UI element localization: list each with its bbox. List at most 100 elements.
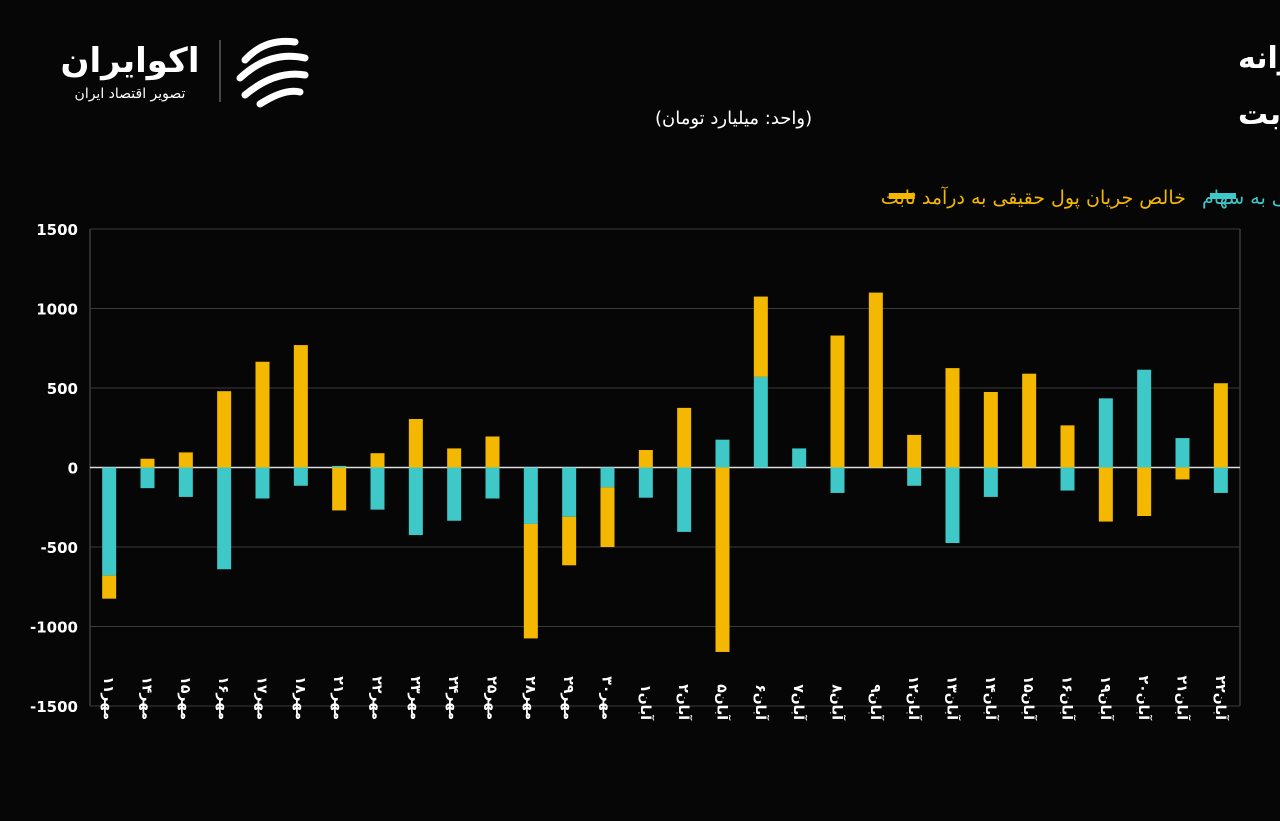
x-tick-label: مهر۲۹ xyxy=(560,676,576,720)
bar xyxy=(1213,383,1228,468)
bar xyxy=(293,467,308,486)
x-tick-label: آبان۹ xyxy=(867,684,885,721)
x-tick-label: آبان۲۲ xyxy=(1212,676,1230,722)
bar xyxy=(217,467,232,570)
x-tick-label: آبان۲۱ xyxy=(1174,676,1192,722)
x-tick-label: آبان۲۰ xyxy=(1135,676,1153,722)
bar xyxy=(600,487,615,547)
bar xyxy=(255,361,270,468)
bar xyxy=(332,467,347,511)
x-tick-label: آبان۱۵ xyxy=(1020,676,1038,722)
bar xyxy=(907,434,922,468)
bar xyxy=(638,450,653,468)
bar xyxy=(1137,369,1152,468)
bar xyxy=(523,467,538,524)
bar xyxy=(1060,425,1075,468)
y-tick-label: -500 xyxy=(40,539,78,557)
y-tick-label: 500 xyxy=(47,380,78,398)
bar xyxy=(1098,398,1113,468)
bar xyxy=(945,467,960,544)
bar xyxy=(830,335,845,468)
bar xyxy=(140,458,155,468)
legend-swatch xyxy=(1210,193,1236,199)
bar xyxy=(1175,438,1190,468)
bar xyxy=(102,467,117,576)
y-tick-label: 0 xyxy=(68,460,78,478)
bar xyxy=(140,467,155,489)
y-tick-label: -1000 xyxy=(30,619,78,637)
x-tick-label: مهر۱۱ xyxy=(100,676,116,720)
bar xyxy=(293,345,308,468)
x-tick-label: آبان۷ xyxy=(790,684,808,721)
bar xyxy=(562,516,577,566)
bar xyxy=(1213,467,1228,493)
bar xyxy=(102,575,117,599)
bar xyxy=(753,296,768,377)
bar xyxy=(332,465,347,468)
bar xyxy=(638,467,653,498)
bar xyxy=(447,467,462,521)
x-tick-label: آبان۱ xyxy=(637,684,655,721)
y-tick-label: 1000 xyxy=(36,301,78,319)
bar xyxy=(677,467,692,532)
bar xyxy=(983,467,998,497)
bar xyxy=(1175,467,1190,480)
bar xyxy=(677,407,692,468)
bar xyxy=(408,419,423,468)
bar xyxy=(1098,467,1113,522)
x-tick-label: مهر۲۸ xyxy=(522,676,538,720)
x-tick-label: آبان۱۴ xyxy=(982,676,1000,722)
x-tick-label: مهر۳۰ xyxy=(599,676,615,720)
x-tick-label: مهر۲۱ xyxy=(330,676,346,720)
bar xyxy=(1137,467,1152,516)
bar xyxy=(217,391,232,468)
bar xyxy=(753,376,768,468)
bar xyxy=(485,436,500,468)
unit-note: (واحد: میلیارد تومان) xyxy=(655,108,812,129)
x-tick-label: آبان۲ xyxy=(675,684,693,721)
logo-tagline: تصویر اقتصاد ایران xyxy=(75,86,186,102)
bar xyxy=(523,523,538,639)
x-tick-label: مهر۲۵ xyxy=(484,676,500,720)
bar xyxy=(370,467,385,510)
bar xyxy=(562,467,577,517)
legend: خالص جریان پول حقیقی به سهام خالص جریان پ… xyxy=(881,185,1280,209)
bar xyxy=(715,467,730,652)
bar xyxy=(868,292,883,468)
bar xyxy=(830,467,845,493)
bar xyxy=(600,467,615,488)
bar xyxy=(945,368,960,468)
x-tick-label: مهر۲۲ xyxy=(369,676,385,720)
chart-subtitle: در سهام و صندوق‌های درآمد ثابت xyxy=(1238,95,1280,132)
y-tick-label: -1500 xyxy=(30,698,78,716)
bar xyxy=(792,448,807,468)
x-tick-label: مهر۲۳ xyxy=(407,676,423,720)
bar xyxy=(447,448,462,468)
bar xyxy=(178,467,193,497)
y-tick-label: 1500 xyxy=(36,221,78,239)
logo-icon xyxy=(236,37,309,108)
x-tick-label: مهر۱۸ xyxy=(292,676,308,720)
logo-name: اکوایران xyxy=(61,41,200,81)
bar xyxy=(178,452,193,468)
legend-label: خالص جریان پول حقیقی به سهام xyxy=(1202,187,1280,209)
x-tick-label: آبان۵ xyxy=(714,684,732,721)
bar xyxy=(255,467,270,499)
legend-swatch xyxy=(888,193,915,199)
chart-title: روند جریان پول حقیقی روزانه xyxy=(1238,41,1280,76)
x-tick-label: آبان۱۶ xyxy=(1059,676,1077,722)
x-tick-label: مهر۱۵ xyxy=(177,676,193,720)
x-tick-label: آبان۶ xyxy=(752,684,770,721)
bar xyxy=(907,467,922,486)
x-tick-label: آبان۸ xyxy=(829,684,847,721)
bar xyxy=(1022,373,1037,468)
legend-label: خالص جریان پول حقیقی به درآمد ثابت xyxy=(881,185,1186,209)
bar xyxy=(370,453,385,468)
x-tick-label: مهر۱۶ xyxy=(215,676,231,720)
x-tick-label: مهر۱۴ xyxy=(139,676,155,720)
x-tick-label: آبان۱۲ xyxy=(905,676,923,722)
x-tick-label: آبان۱۳ xyxy=(944,676,962,722)
bar xyxy=(408,467,423,536)
